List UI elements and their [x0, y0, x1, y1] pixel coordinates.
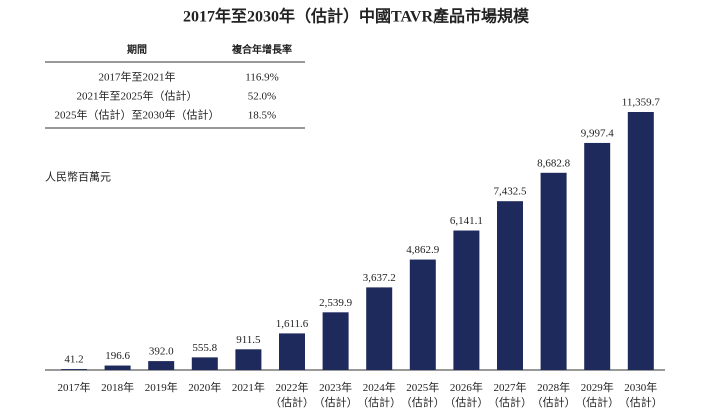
data-label: 2,539.9	[319, 297, 353, 309]
data-label: 7,432.5	[494, 186, 528, 198]
table-header: 期間	[127, 43, 147, 56]
chart-title: 2017年至2030年（估計）中國TAVR產品市場規模	[183, 7, 530, 26]
x-tick-label: 2028年（估計）	[532, 380, 576, 409]
bar	[61, 369, 87, 370]
bar	[279, 333, 305, 370]
bar	[104, 365, 131, 370]
data-label: 3,637.2	[363, 272, 396, 284]
bar	[148, 361, 175, 370]
x-tick-label: 2023年（估計）	[314, 380, 358, 409]
table-cell: 2017年至2021年	[99, 70, 176, 84]
data-label: 4,862.9	[406, 244, 440, 256]
data-label: 1,611.6	[276, 318, 309, 330]
data-label: 9,997.4	[581, 127, 615, 139]
x-tick-label: 2025年（估計）	[401, 380, 445, 409]
bar	[627, 112, 654, 370]
x-tick-label: 2029年（估計）	[575, 380, 619, 409]
bar	[235, 349, 262, 370]
x-tick-label: 2022年（估計）	[270, 380, 314, 409]
x-tick-label: 2027年（估計）	[488, 380, 532, 409]
y-axis-label: 人民幣百萬元	[45, 171, 111, 184]
x-tick-label: 2030年（估計）	[619, 380, 663, 409]
data-label: 392.0	[149, 346, 174, 358]
table-cell: 18.5%	[248, 110, 276, 122]
bar	[540, 172, 567, 370]
table-cell: 116.9%	[245, 72, 279, 84]
x-tick-label: 2021年	[232, 380, 265, 394]
table-header: 複合年增長率	[231, 43, 292, 56]
data-label: 196.6	[105, 350, 130, 362]
data-label: 911.5	[236, 334, 261, 346]
x-tick-label: 2017年	[58, 380, 91, 394]
bar	[453, 230, 480, 370]
table-cell: 2021年至2025年（估計）	[77, 89, 198, 103]
x-tick-label: 2026年（估計）	[444, 380, 488, 409]
bar	[322, 312, 349, 370]
bar	[497, 201, 523, 370]
data-label: 11,359.7	[622, 97, 661, 109]
data-label: 41.2	[64, 354, 83, 366]
bar	[191, 357, 218, 370]
data-label: 8,682.8	[537, 157, 571, 169]
x-tick-label: 2020年	[188, 380, 221, 394]
bar	[409, 259, 436, 370]
x-tick-label: 2024年（估計）	[357, 380, 401, 409]
table-cell: 2025年（估計）至2030年（估計）	[55, 108, 220, 122]
bar	[584, 142, 611, 370]
x-tick-label: 2019年	[145, 380, 178, 394]
data-label: 6,141.1	[450, 215, 483, 227]
bar	[366, 287, 393, 370]
table-cell: 52.0%	[248, 91, 276, 103]
data-label: 555.8	[192, 342, 217, 354]
x-tick-label: 2018年	[101, 380, 134, 394]
